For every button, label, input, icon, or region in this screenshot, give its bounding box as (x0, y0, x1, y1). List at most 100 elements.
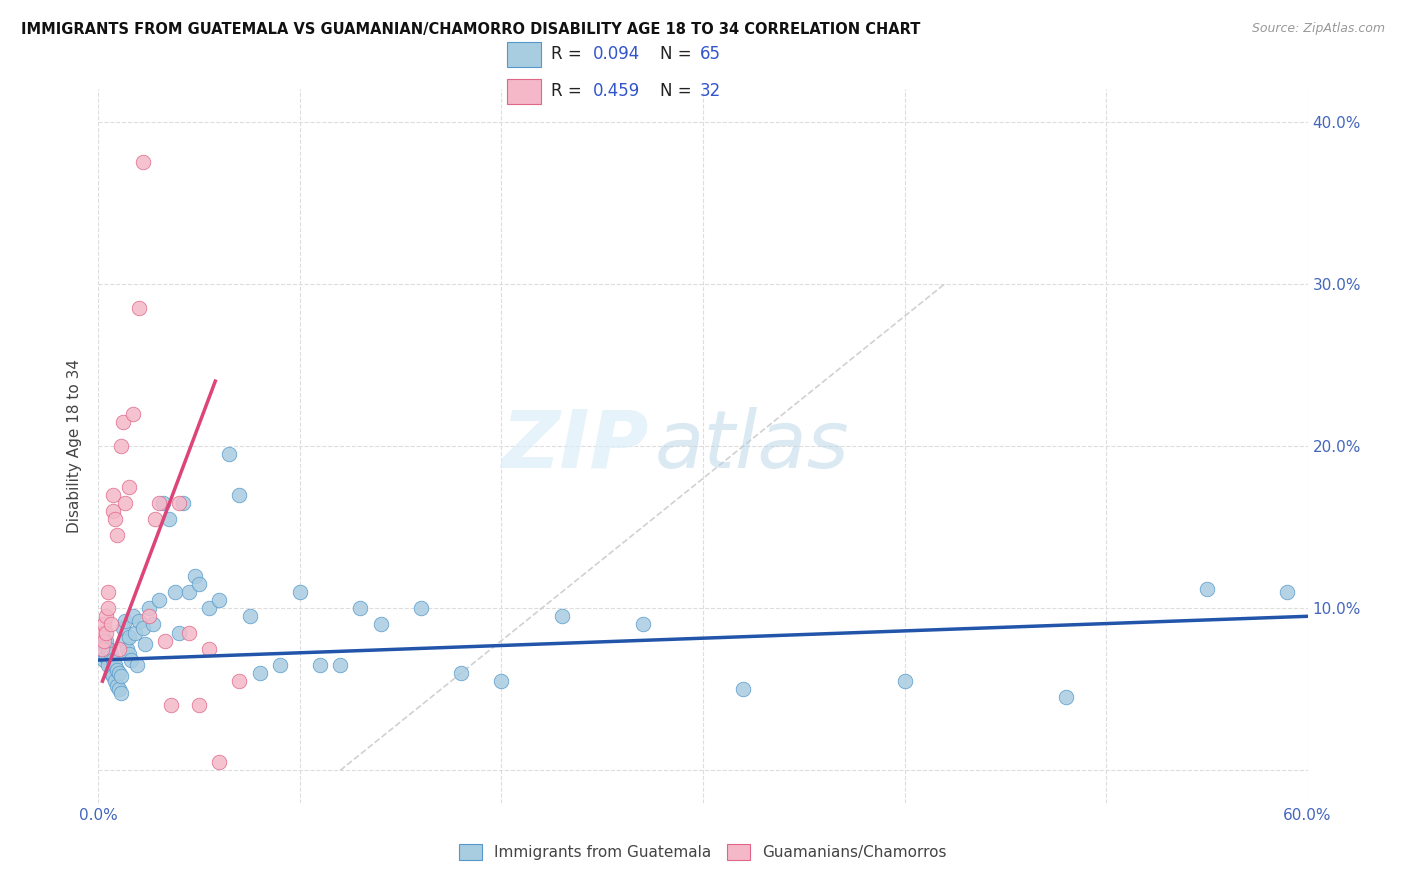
Point (96, 649, 118, 664)
Point (409, 601, 432, 615)
Point (96, 633, 118, 648)
Point (93, 637, 115, 651)
Point (115, 641, 138, 656)
Point (491, 674, 513, 689)
Point (179, 585, 201, 599)
Point (103, 674, 125, 689)
Point (134, 637, 156, 651)
Point (107, 682, 129, 697)
Point (100, 617, 122, 632)
Text: 65: 65 (699, 45, 720, 63)
Point (1054, 690, 1077, 705)
Point (142, 617, 165, 632)
Point (101, 653, 124, 667)
Point (188, 577, 211, 591)
Text: R =: R = (551, 82, 588, 100)
Point (631, 617, 654, 632)
Point (110, 439, 132, 453)
Point (269, 657, 291, 672)
Point (93, 653, 115, 667)
Point (288, 585, 311, 599)
Point (101, 488, 124, 502)
Point (167, 496, 190, 510)
Point (101, 504, 124, 518)
Point (105, 679, 128, 693)
Point (208, 756, 231, 770)
Text: N =: N = (661, 45, 697, 63)
Point (239, 609, 262, 624)
Point (309, 657, 332, 672)
Point (103, 657, 125, 672)
Text: atlas: atlas (655, 407, 849, 485)
Point (733, 682, 755, 697)
Point (329, 657, 352, 672)
Point (111, 621, 134, 635)
Point (218, 447, 240, 461)
Point (184, 568, 207, 582)
Point (167, 625, 190, 640)
Point (107, 641, 129, 656)
Point (114, 496, 136, 510)
Point (1277, 585, 1299, 599)
Point (132, 155, 155, 169)
Text: 0.094: 0.094 (593, 45, 640, 63)
Point (198, 601, 221, 615)
Point (188, 698, 211, 713)
Point (120, 653, 142, 667)
Point (114, 614, 136, 628)
Point (97, 641, 120, 656)
Point (551, 609, 574, 624)
Text: R =: R = (551, 45, 588, 63)
Point (893, 674, 915, 689)
Point (110, 669, 132, 683)
Point (208, 593, 231, 607)
Point (157, 512, 180, 526)
Point (143, 512, 166, 526)
Point (105, 663, 128, 677)
Point (148, 593, 170, 607)
Point (160, 698, 183, 713)
Text: N =: N = (661, 82, 697, 100)
Point (110, 685, 132, 699)
Text: 0.459: 0.459 (593, 82, 640, 100)
Point (118, 647, 141, 661)
Point (138, 601, 160, 615)
Point (132, 621, 155, 635)
Point (97, 657, 120, 672)
Point (163, 585, 186, 599)
Y-axis label: Disability Age 18 to 34: Disability Age 18 to 34 (67, 359, 83, 533)
Point (96, 609, 118, 624)
Point (105, 528, 128, 542)
Point (93, 617, 115, 632)
Point (103, 512, 125, 526)
Point (172, 496, 194, 510)
Point (91, 625, 114, 640)
Point (153, 633, 176, 648)
Point (370, 617, 392, 632)
FancyBboxPatch shape (508, 42, 541, 67)
Point (101, 669, 124, 683)
Point (100, 647, 122, 661)
Point (107, 666, 129, 681)
Point (179, 625, 201, 640)
Point (152, 496, 174, 510)
Point (114, 633, 136, 648)
Text: 32: 32 (699, 82, 721, 100)
FancyBboxPatch shape (508, 78, 541, 103)
Point (249, 666, 271, 681)
Legend: Immigrants from Guatemala, Guamanians/Chamorros: Immigrants from Guatemala, Guamanians/Ch… (453, 838, 953, 866)
Point (91, 641, 114, 656)
Point (198, 641, 221, 656)
Point (118, 631, 141, 645)
Point (97, 585, 120, 599)
Point (228, 488, 250, 502)
Point (349, 601, 371, 615)
Point (138, 609, 160, 624)
Point (121, 609, 143, 624)
Point (96, 625, 118, 640)
Point (128, 614, 150, 628)
Point (118, 479, 141, 493)
Point (91, 641, 114, 656)
Point (1195, 582, 1218, 596)
Point (111, 415, 134, 429)
